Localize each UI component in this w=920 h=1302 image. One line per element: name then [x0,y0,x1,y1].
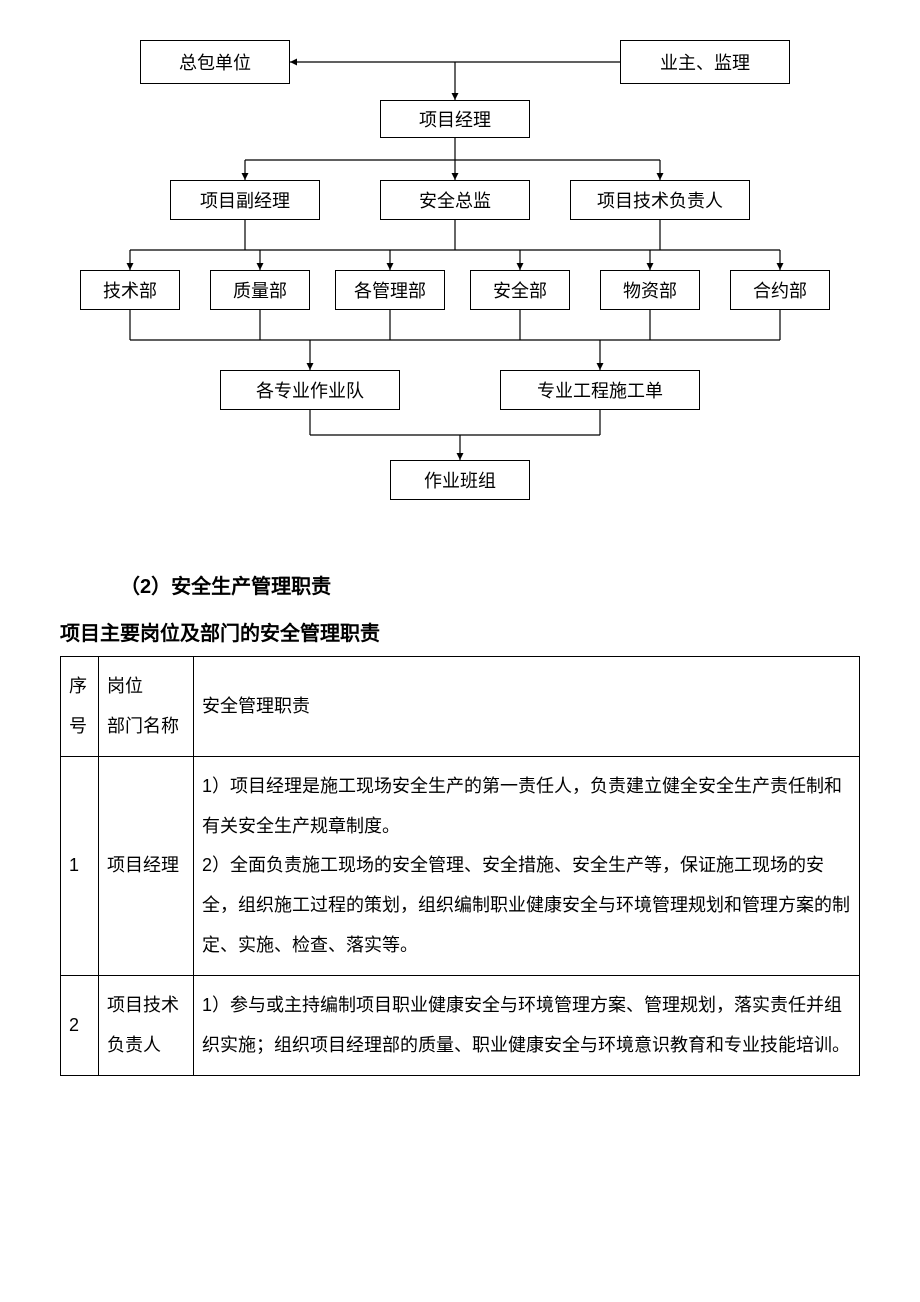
header-pos-line: 岗位部门名称 [107,676,179,736]
node-n_dpm: 项目副经理 [170,180,320,220]
col-duty-header: 安全管理职责 [194,657,860,757]
node-n_contractor: 总包单位 [140,40,290,84]
node-n_mgmt: 各管理部 [335,270,445,310]
cell-duty: 1）参与或主持编制项目职业健康安全与环境管理方案、管理规划，落实责任并组织实施；… [194,976,860,1076]
col-seq-header: 序号 [61,657,99,757]
node-n_sd: 安全总监 [380,180,530,220]
cell-pos: 项目技术负责人 [99,976,194,1076]
table-heading: 项目主要岗位及部门的安全管理职责 [60,617,860,646]
node-n_tech_lead: 项目技术负责人 [570,180,750,220]
node-n_safety: 安全部 [470,270,570,310]
section-heading: （2）安全生产管理职责 [120,570,860,599]
table-row: 1项目经理1）项目经理是施工现场安全生产的第一责任人，负责建立健全安全生产责任制… [61,757,860,976]
cell-pos: 项目经理 [99,757,194,976]
node-n_tech: 技术部 [80,270,180,310]
node-n_units: 专业工程施工单 [500,370,700,410]
cell-duty: 1）项目经理是施工现场安全生产的第一责任人，负责建立健全安全生产责任制和有关安全… [194,757,860,976]
table-row: 2项目技术负责人1）参与或主持编制项目职业健康安全与环境管理方案、管理规划，落实… [61,976,860,1076]
responsibility-table: 序号 岗位部门名称 安全管理职责 1项目经理1）项目经理是施工现场安全生产的第一… [60,656,860,1076]
cell-seq: 1 [61,757,99,976]
node-n_teams: 各专业作业队 [220,370,400,410]
table-body: 1项目经理1）项目经理是施工现场安全生产的第一责任人，负责建立健全安全生产责任制… [61,757,860,1076]
table-header-row: 序号 岗位部门名称 安全管理职责 [61,657,860,757]
org-flowchart: 总包单位 业主、监理项目经理项目副经理 安全总监项目技术负责人技术部质量部各管理部安… [60,40,860,540]
node-n_crew: 作业班组 [390,460,530,500]
col-pos-header: 岗位部门名称 [99,657,194,757]
node-n_owner: 业主、监理 [620,40,790,84]
node-n_quality: 质量部 [210,270,310,310]
cell-seq: 2 [61,976,99,1076]
node-n_pm: 项目经理 [380,100,530,138]
node-n_material: 物资部 [600,270,700,310]
node-n_contract: 合约部 [730,270,830,310]
